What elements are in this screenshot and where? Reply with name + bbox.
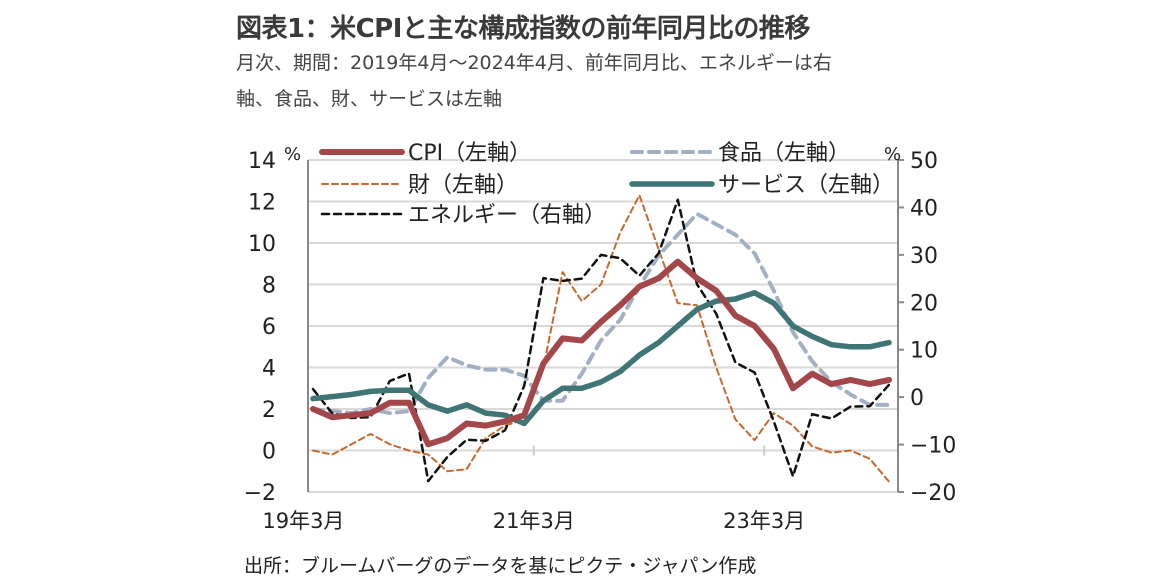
right-axis-unit: % <box>884 144 901 165</box>
left-tick-label: 10 <box>248 232 276 257</box>
legend-label-3: サービス（左軸） <box>718 173 894 198</box>
legend-label-1: 食品（左軸） <box>718 141 850 166</box>
right-tick-label: 10 <box>910 339 938 364</box>
chart-subtitle-line2: 軸、食品、財、サービスは左軸 <box>236 88 503 110</box>
left-tick-label: 0 <box>262 440 276 465</box>
chart-title: 図表1：米CPIと主な構成指数の前年同月比の推移 <box>236 14 810 44</box>
series-line-2 <box>312 194 890 483</box>
right-tick-label: −20 <box>910 481 956 506</box>
series-line-0 <box>310 258 892 448</box>
left-tick-label: 8 <box>262 274 276 299</box>
x-tick-label: 19年3月 <box>262 509 344 533</box>
legend-label-0: CPI（左軸） <box>408 141 531 166</box>
left-tick-label: −2 <box>244 481 276 506</box>
legend-label-2: 財（左軸） <box>408 173 518 198</box>
gridlines <box>308 159 898 493</box>
source-note: 出所：ブルームバーグのデータを基にピクテ・ジャパン作成 <box>244 554 756 577</box>
left-tick-label: 4 <box>262 357 276 382</box>
right-tick-label: 30 <box>910 244 938 269</box>
right-tick-label: −10 <box>910 434 956 459</box>
legend-label-4: エネルギー（右軸） <box>408 203 606 228</box>
right-tick-label: 50 <box>910 149 938 174</box>
series-lines <box>310 194 892 483</box>
legend: CPI（左軸） 食品（左軸） 財（左軸） サービス（左軸） エネルギー（右軸） <box>319 141 894 228</box>
series-line-4 <box>311 198 891 483</box>
x-tick-label: 23年3月 <box>723 509 805 533</box>
left-tick-label: 12 <box>248 191 276 216</box>
chart-subtitle-line1: 月次、期間：2019年4月～2024年4月、前年同月比、エネルギーは右 <box>236 52 832 74</box>
left-tick-label: 2 <box>262 398 276 423</box>
left-axis-unit: % <box>284 144 301 165</box>
left-tick-label: 6 <box>262 315 276 340</box>
left-tick-label: 14 <box>248 149 276 174</box>
right-tick-label: 20 <box>910 291 938 316</box>
right-tick-label: 0 <box>910 386 924 411</box>
x-tick-label: 21年3月 <box>493 509 575 533</box>
series-line-3 <box>310 290 892 427</box>
right-tick-label: 40 <box>910 196 938 221</box>
series-line-1 <box>311 211 891 416</box>
